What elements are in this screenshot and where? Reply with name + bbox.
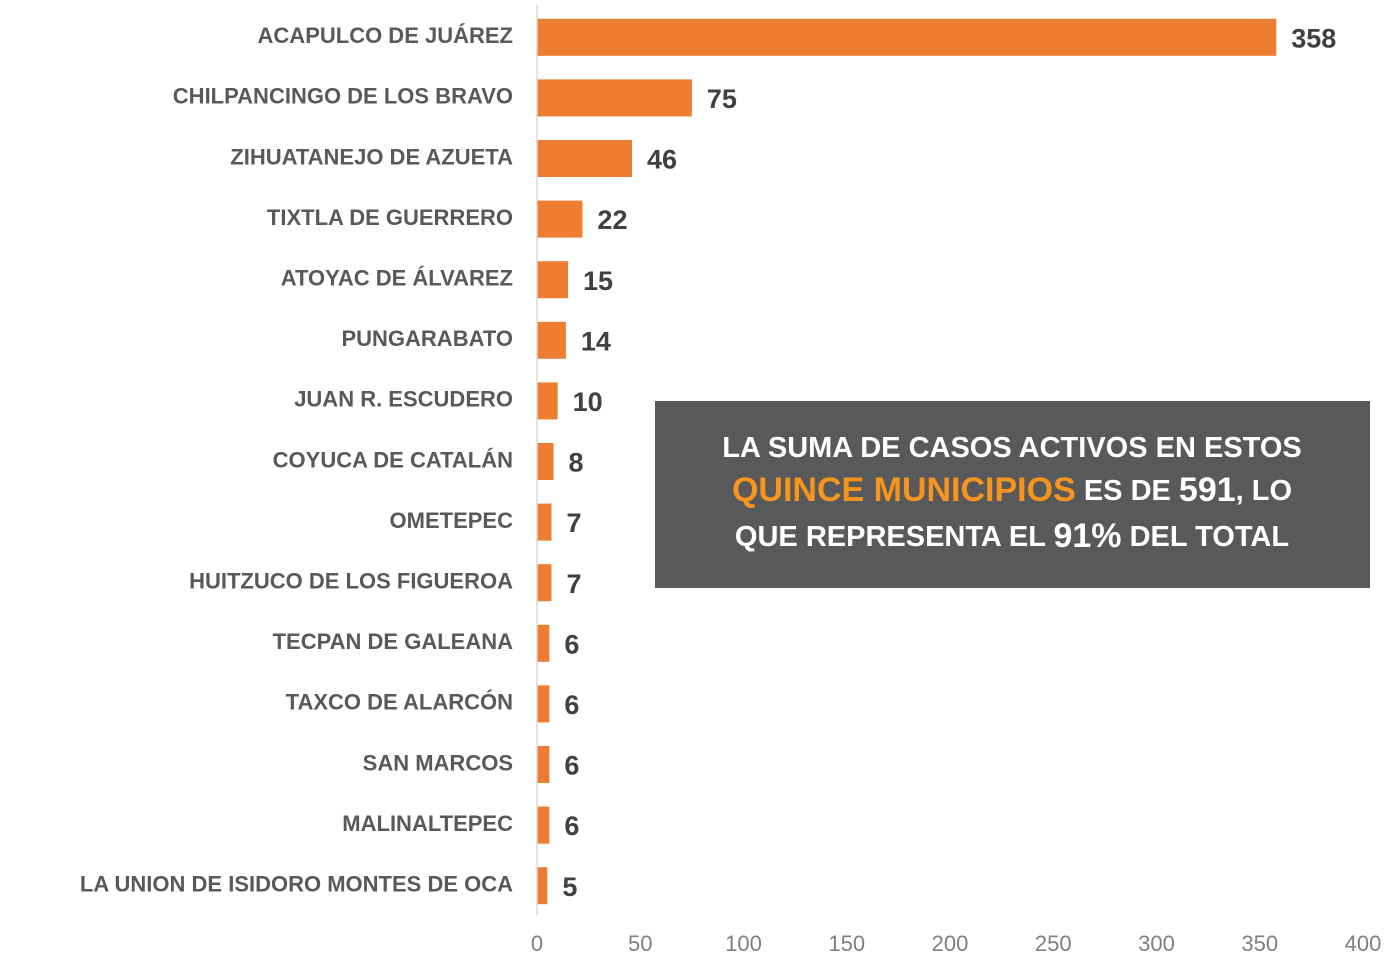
x-tick-label: 200 [932, 931, 969, 956]
x-tick-label: 100 [725, 931, 762, 956]
category-label: CHILPANCINGO DE LOS BRAVO [173, 84, 513, 109]
annotation-text: , LO [1236, 475, 1292, 507]
value-label: 10 [573, 387, 603, 417]
category-label: OMETEPEC [390, 508, 514, 533]
value-label: 75 [707, 84, 737, 114]
bar [537, 200, 583, 238]
category-label: COYUCA DE CATALÁN [273, 447, 513, 472]
bar [537, 746, 550, 783]
bar [537, 140, 632, 177]
value-label: 15 [583, 266, 613, 296]
annotation-line: QUE REPRESENTA EL 91% DEL TOTAL [735, 517, 1289, 555]
annotation-highlight: QUINCE MUNICIPIOS [732, 471, 1076, 509]
bar [537, 79, 692, 117]
bar [537, 321, 566, 359]
bar [537, 685, 550, 723]
category-label: LA UNION DE ISIDORO MONTES DE OCA [80, 872, 513, 897]
annotation-line: QUINCE MUNICIPIOS ES DE 591, LO [732, 471, 1292, 509]
category-label: HUITZUCO DE LOS FIGUEROA [189, 569, 513, 594]
bar [537, 382, 558, 420]
x-tick-label: 300 [1138, 931, 1175, 956]
annotation-line: LA SUMA DE CASOS ACTIVOS EN ESTOS [722, 432, 1302, 464]
category-label: MALINALTEPEC [342, 811, 513, 836]
value-label: 6 [564, 629, 579, 659]
annotation-text: QUE REPRESENTA EL [735, 521, 1054, 553]
value-label: 358 [1291, 23, 1336, 53]
annotation-text: ES DE [1076, 475, 1179, 507]
value-label: 14 [581, 326, 611, 356]
annotation-number: 591 [1179, 471, 1236, 509]
category-label: PUNGARABATO [341, 326, 513, 351]
annotation-number: 91% [1053, 517, 1121, 555]
value-label: 7 [566, 569, 581, 599]
bar [537, 18, 1277, 56]
bar [537, 503, 552, 541]
category-label: ATOYAC DE ÁLVAREZ [281, 266, 513, 291]
bar [537, 806, 550, 844]
bar [537, 564, 552, 602]
value-label: 5 [562, 872, 577, 902]
x-tick-label: 0 [531, 931, 543, 956]
x-tick-label: 50 [628, 931, 652, 956]
category-label: ZIHUATANEJO DE AZUETA [230, 144, 513, 169]
value-label: 6 [564, 811, 579, 841]
category-label: JUAN R. ESCUDERO [294, 387, 513, 412]
category-label: TAXCO DE ALARCÓN [286, 690, 513, 715]
category-label: SAN MARCOS [363, 750, 513, 775]
category-label: ACAPULCO DE JUÁREZ [258, 23, 513, 48]
value-label: 22 [597, 205, 627, 235]
bar [537, 443, 554, 480]
bar [537, 867, 548, 905]
value-label: 6 [564, 751, 579, 781]
x-tick-label: 150 [828, 931, 865, 956]
annotation-text: LA SUMA DE CASOS ACTIVOS EN ESTOS [722, 432, 1302, 464]
x-tick-label: 350 [1241, 931, 1278, 956]
value-label: 6 [564, 690, 579, 720]
value-label: 8 [569, 448, 584, 478]
x-tick-label: 400 [1345, 931, 1382, 956]
category-label: TIXTLA DE GUERRERO [267, 205, 513, 230]
annotation-box [655, 401, 1370, 588]
bar [537, 624, 550, 662]
category-label: TECPAN DE GALEANA [273, 629, 513, 654]
value-label: 7 [566, 508, 581, 538]
bar [537, 261, 568, 299]
x-tick-label: 250 [1035, 931, 1072, 956]
value-label: 46 [647, 145, 677, 175]
annotation-text: DEL TOTAL [1122, 521, 1290, 553]
